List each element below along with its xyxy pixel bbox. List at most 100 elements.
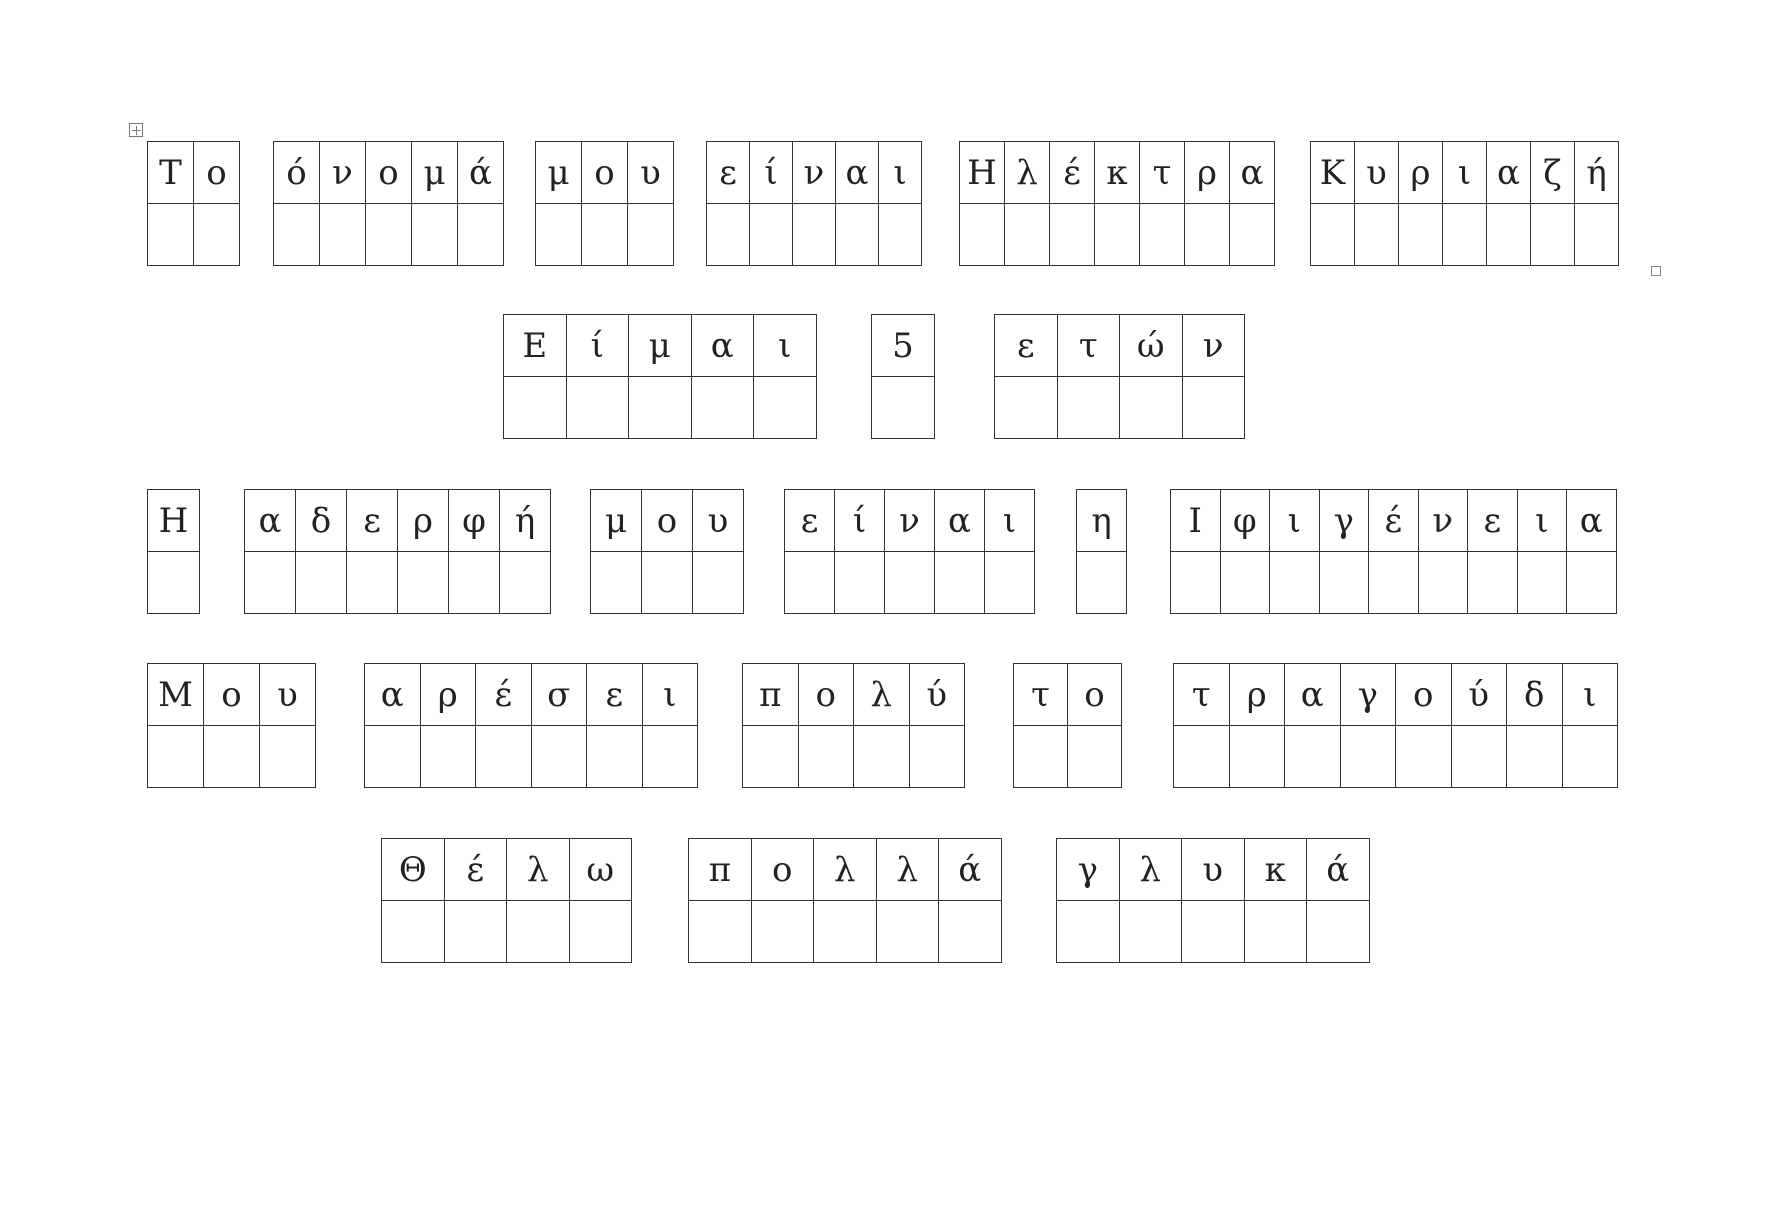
blank-writing-cell[interactable] [1450, 725, 1507, 788]
blank-writing-cell[interactable] [193, 203, 240, 266]
blank-writing-cell[interactable] [1318, 551, 1369, 614]
blank-writing-cell[interactable] [1170, 551, 1221, 614]
blank-writing-cell[interactable] [1486, 203, 1531, 266]
blank-writing-cell[interactable] [1339, 725, 1396, 788]
blank-writing-cell[interactable] [365, 203, 412, 266]
blank-writing-cell[interactable] [586, 725, 643, 788]
blank-writing-cell[interactable] [706, 203, 750, 266]
blank-writing-cell[interactable] [1049, 203, 1095, 266]
blank-writing-cell[interactable] [147, 551, 200, 614]
blank-writing-cell[interactable] [1243, 900, 1307, 963]
blank-writing-cell[interactable] [1118, 900, 1182, 963]
blank-writing-cell[interactable] [641, 725, 698, 788]
blank-writing-cell[interactable] [797, 725, 854, 788]
blank-writing-cell[interactable] [535, 203, 582, 266]
blank-writing-cell[interactable] [397, 551, 449, 614]
blank-writing-cell[interactable] [753, 376, 817, 439]
blank-writing-cell[interactable] [1284, 725, 1341, 788]
blank-writing-cell[interactable] [419, 725, 476, 788]
blank-writing-cell[interactable] [457, 203, 504, 266]
blank-writing-cell[interactable] [1467, 551, 1518, 614]
blank-writing-cell[interactable] [627, 203, 674, 266]
blank-writing-cell[interactable] [628, 376, 692, 439]
blank-writing-cell[interactable] [364, 725, 421, 788]
blank-writing-cell[interactable] [1506, 725, 1563, 788]
blank-writing-cell[interactable] [1139, 203, 1185, 266]
blank-writing-cell[interactable] [1530, 203, 1575, 266]
blank-writing-cell[interactable] [147, 203, 194, 266]
blank-writing-cell[interactable] [1228, 725, 1285, 788]
blank-writing-cell[interactable] [813, 900, 877, 963]
blank-writing-cell[interactable] [1094, 203, 1140, 266]
blank-writing-cell[interactable] [690, 376, 754, 439]
blank-writing-cell[interactable] [346, 551, 398, 614]
blank-writing-cell[interactable] [381, 900, 445, 963]
table-resize-handle-icon[interactable] [1651, 266, 1661, 276]
blank-writing-cell[interactable] [411, 203, 458, 266]
blank-writing-cell[interactable] [641, 551, 693, 614]
blank-writing-cell[interactable] [1013, 725, 1068, 788]
table-move-handle-icon[interactable] [129, 123, 143, 137]
blank-writing-cell[interactable] [959, 203, 1005, 266]
blank-writing-cell[interactable] [1076, 551, 1127, 614]
blank-writing-cell[interactable] [1181, 376, 1245, 439]
blank-writing-cell[interactable] [884, 551, 935, 614]
blank-writing-cell[interactable] [984, 551, 1035, 614]
blank-writing-cell[interactable] [692, 551, 744, 614]
blank-writing-cell[interactable] [1056, 376, 1120, 439]
blank-writing-cell[interactable] [1310, 203, 1355, 266]
blank-writing-cell[interactable] [1417, 551, 1468, 614]
blank-writing-cell[interactable] [506, 900, 570, 963]
blank-writing-cell[interactable] [1067, 725, 1122, 788]
blank-writing-cell[interactable] [749, 203, 793, 266]
blank-writing-cell[interactable] [1181, 900, 1245, 963]
blank-writing-cell[interactable] [792, 203, 836, 266]
blank-writing-cell[interactable] [499, 551, 551, 614]
blank-writing-cell[interactable] [1442, 203, 1487, 266]
blank-writing-cell[interactable] [1056, 900, 1120, 963]
blank-writing-cell[interactable] [1119, 376, 1183, 439]
blank-writing-cell[interactable] [938, 900, 1002, 963]
blank-writing-cell[interactable] [568, 900, 632, 963]
blank-writing-cell[interactable] [203, 725, 260, 788]
blank-writing-cell[interactable] [475, 725, 532, 788]
blank-writing-cell[interactable] [1566, 551, 1617, 614]
blank-writing-cell[interactable] [1516, 551, 1567, 614]
blank-writing-cell[interactable] [784, 551, 835, 614]
blank-writing-cell[interactable] [273, 203, 320, 266]
blank-writing-cell[interactable] [1561, 725, 1618, 788]
blank-writing-cell[interactable] [1398, 203, 1443, 266]
blank-writing-cell[interactable] [1354, 203, 1399, 266]
blank-writing-cell[interactable] [590, 551, 642, 614]
blank-writing-cell[interactable] [742, 725, 799, 788]
blank-writing-cell[interactable] [244, 551, 296, 614]
blank-writing-cell[interactable] [834, 551, 885, 614]
blank-writing-cell[interactable] [871, 376, 935, 439]
blank-writing-cell[interactable] [1173, 725, 1230, 788]
blank-writing-cell[interactable] [565, 376, 629, 439]
blank-writing-cell[interactable] [853, 725, 910, 788]
blank-writing-cell[interactable] [688, 900, 752, 963]
blank-writing-cell[interactable] [1219, 551, 1270, 614]
blank-writing-cell[interactable] [448, 551, 500, 614]
blank-writing-cell[interactable] [581, 203, 628, 266]
blank-writing-cell[interactable] [259, 725, 316, 788]
blank-writing-cell[interactable] [875, 900, 939, 963]
blank-writing-cell[interactable] [1184, 203, 1230, 266]
blank-writing-cell[interactable] [908, 725, 965, 788]
blank-writing-cell[interactable] [750, 900, 814, 963]
blank-writing-cell[interactable] [835, 203, 879, 266]
blank-writing-cell[interactable] [1368, 551, 1419, 614]
blank-writing-cell[interactable] [1574, 203, 1619, 266]
blank-writing-cell[interactable] [1229, 203, 1275, 266]
blank-writing-cell[interactable] [319, 203, 366, 266]
blank-writing-cell[interactable] [147, 725, 204, 788]
blank-writing-cell[interactable] [530, 725, 587, 788]
blank-writing-cell[interactable] [878, 203, 922, 266]
blank-writing-cell[interactable] [503, 376, 567, 439]
blank-writing-cell[interactable] [295, 551, 347, 614]
blank-writing-cell[interactable] [994, 376, 1058, 439]
blank-writing-cell[interactable] [1306, 900, 1370, 963]
blank-writing-cell[interactable] [443, 900, 507, 963]
blank-writing-cell[interactable] [1269, 551, 1320, 614]
